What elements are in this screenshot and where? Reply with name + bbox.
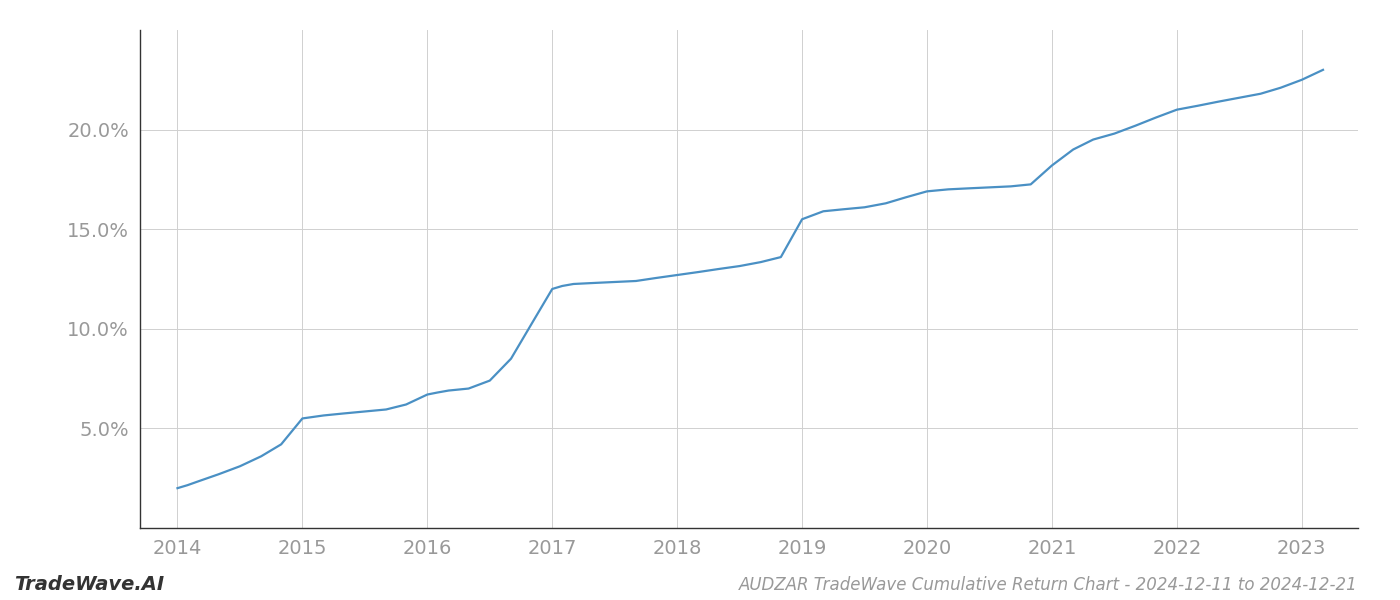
Text: AUDZAR TradeWave Cumulative Return Chart - 2024-12-11 to 2024-12-21: AUDZAR TradeWave Cumulative Return Chart… <box>739 576 1358 594</box>
Text: TradeWave.AI: TradeWave.AI <box>14 575 164 594</box>
